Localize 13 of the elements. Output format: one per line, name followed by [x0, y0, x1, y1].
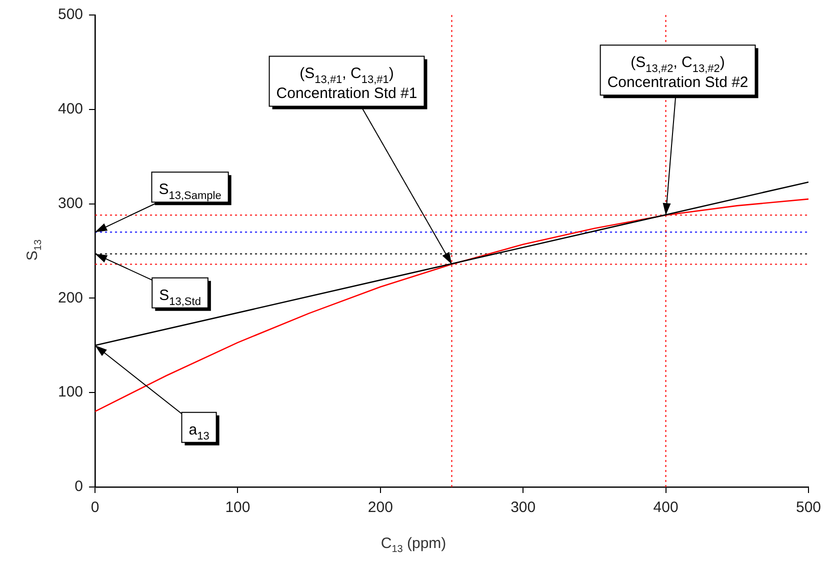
y-tick-label: 100 [58, 384, 84, 401]
x-tick-label: 100 [225, 499, 250, 516]
x-tick-label: 500 [796, 499, 821, 516]
x-tick-label: 200 [368, 499, 393, 516]
y-tick-label: 300 [58, 194, 84, 212]
y-tick-label: 400 [58, 100, 84, 118]
y-tick-label: 200 [58, 289, 84, 306]
y-tick-label: 0 [74, 478, 84, 496]
x-axis-title: C$_{13}$ (ppm) [380, 535, 448, 555]
x-tick-label: 0 [90, 499, 100, 516]
x-tick-label: 300 [510, 499, 536, 516]
x-tick-label: 400 [653, 499, 678, 516]
y-tick-label: 500 [58, 6, 84, 24]
